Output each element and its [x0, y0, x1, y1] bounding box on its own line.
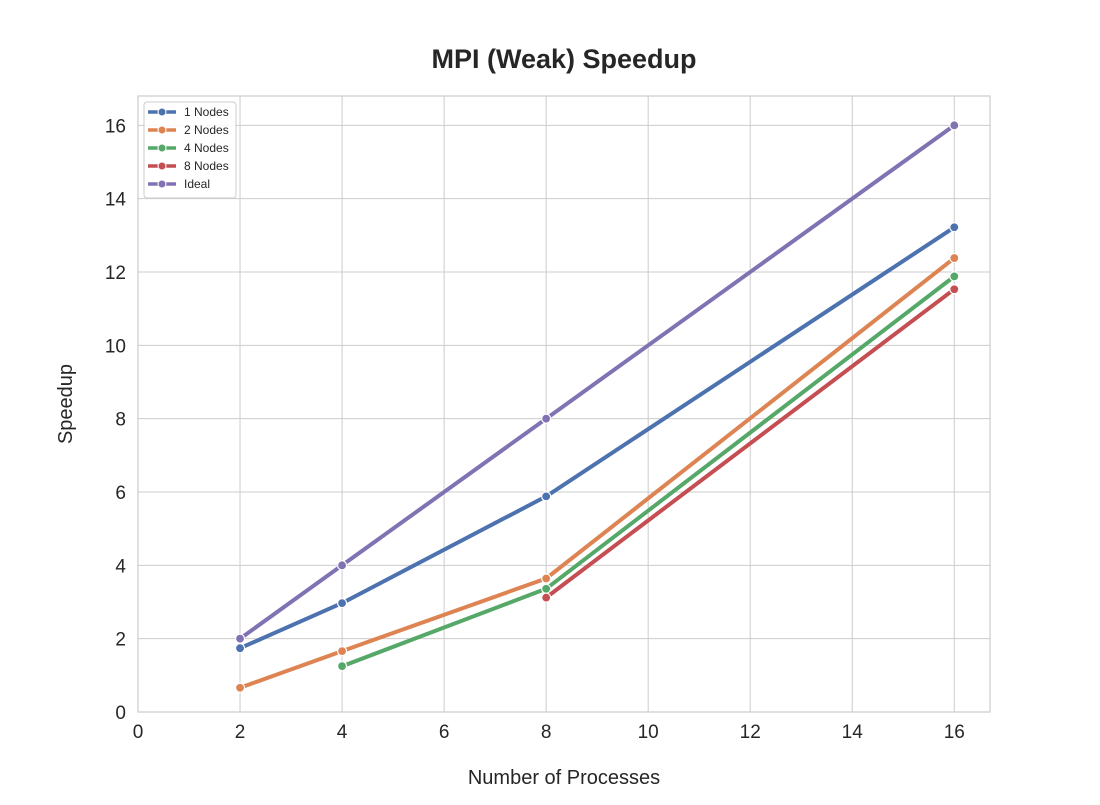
- series-line: [238, 123, 957, 641]
- legend-swatch-marker: [157, 161, 167, 171]
- data-point: [336, 560, 348, 571]
- data-point: [336, 597, 348, 609]
- y-tick-label: 6: [115, 483, 126, 504]
- data-point: [336, 661, 348, 672]
- x-axis-label: Number of Processes: [468, 767, 660, 789]
- series-ideal: [234, 120, 960, 644]
- y-tick-label: 8: [115, 410, 126, 431]
- y-tick-label: 0: [115, 703, 126, 724]
- y-axis-label: Speedup: [55, 364, 77, 444]
- data-point: [949, 271, 960, 282]
- legend-swatch-marker: [157, 107, 167, 117]
- legend-swatch-marker: [157, 143, 167, 153]
- legend-label: 8 Nodes: [184, 159, 229, 173]
- data-point: [949, 222, 960, 233]
- plot-area: [137, 95, 991, 713]
- legend-label: 2 Nodes: [184, 123, 229, 137]
- data-point: [234, 633, 246, 644]
- x-tick-label: 14: [842, 722, 864, 743]
- grid: [137, 96, 990, 713]
- data-point: [541, 413, 552, 424]
- legend-label: Ideal: [184, 177, 210, 191]
- legend[interactable]: 1 Nodes 2 Nodes 4 Nodes 8 Nodes Ideal: [143, 101, 237, 199]
- x-tick-label: 8: [541, 722, 552, 743]
- data-point: [949, 120, 960, 131]
- legend-swatch-marker: [157, 179, 167, 189]
- tick-labels: 0 2 4 6 8 10 12 14 16 0 2 4 6 8 10 12 14 16: [105, 116, 965, 743]
- y-tick-label: 12: [105, 263, 126, 284]
- y-tick-label: 10: [105, 336, 126, 357]
- y-tick-label: 2: [115, 630, 126, 651]
- legend-box: [143, 101, 237, 199]
- series-group: [234, 120, 960, 693]
- chart-title: MPI (Weak) Speedup: [431, 44, 696, 74]
- data-point: [949, 284, 960, 295]
- data-point: [234, 643, 246, 654]
- x-tick-label: 12: [740, 722, 761, 743]
- legend-item-ideal: Ideal: [148, 177, 210, 191]
- series-line: [238, 225, 957, 651]
- x-tick-label: 4: [337, 722, 348, 743]
- series-line: [544, 287, 957, 600]
- series-8-nodes: [541, 284, 960, 603]
- data-point: [541, 491, 552, 502]
- x-tick-label: 0: [133, 722, 144, 743]
- legend-label: 1 Nodes: [184, 105, 229, 119]
- x-tick-label: 2: [235, 722, 246, 743]
- legend-item-8-nodes: 8 Nodes: [148, 159, 229, 173]
- series-2-nodes: [234, 252, 960, 693]
- series-line: [238, 256, 957, 690]
- data-point: [541, 573, 552, 584]
- x-tick-label: 16: [944, 722, 965, 743]
- legend-item-4-nodes: 4 Nodes: [148, 141, 229, 155]
- series-1-nodes: [234, 222, 960, 654]
- data-point: [949, 252, 960, 264]
- y-tick-label: 14: [105, 190, 127, 211]
- x-tick-label: 10: [638, 722, 659, 743]
- data-point: [336, 646, 348, 657]
- data-point: [234, 682, 246, 693]
- legend-swatch-marker: [157, 125, 167, 135]
- legend-item-1-nodes: 1 Nodes: [148, 105, 229, 119]
- x-tick-label: 6: [439, 722, 450, 743]
- legend-item-2-nodes: 2 Nodes: [148, 123, 229, 137]
- y-tick-label: 16: [105, 116, 126, 137]
- data-point: [541, 583, 552, 594]
- data-point: [541, 592, 552, 603]
- y-tick-label: 4: [115, 556, 126, 577]
- legend-label: 4 Nodes: [184, 141, 229, 155]
